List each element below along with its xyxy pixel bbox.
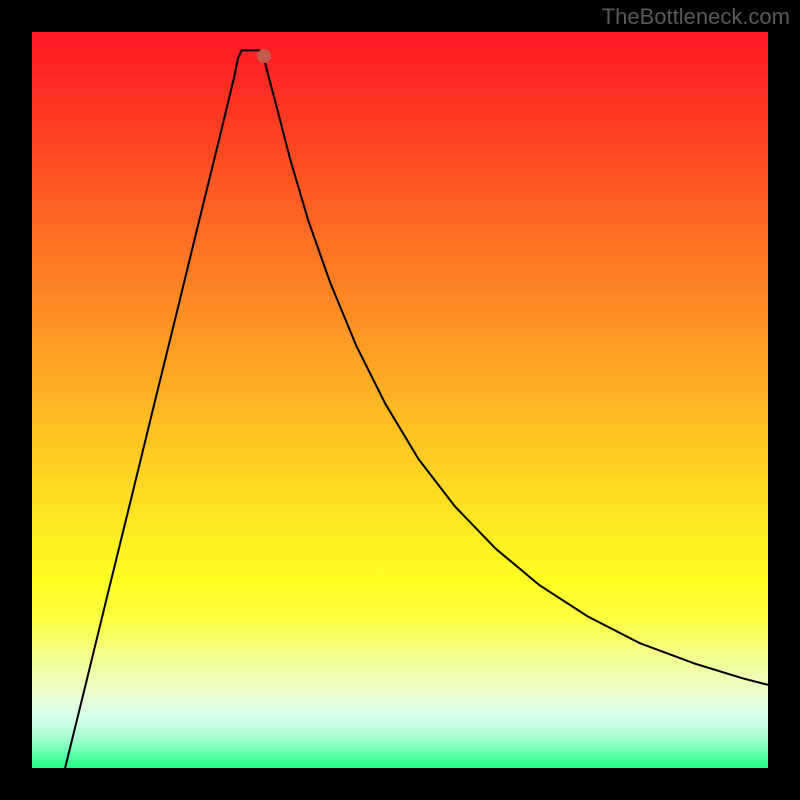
plot-area (32, 32, 768, 768)
curve-svg (32, 32, 768, 768)
watermark-label: TheBottleneck.com (602, 4, 790, 30)
chart-container: TheBottleneck.com (0, 0, 800, 800)
